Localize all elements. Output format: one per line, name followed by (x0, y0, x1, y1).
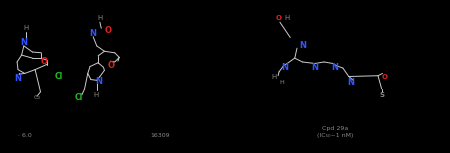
Text: H: H (93, 92, 99, 98)
Text: O: O (276, 15, 282, 21)
Text: H: H (284, 15, 290, 21)
Text: N: N (299, 41, 306, 50)
Text: H: H (272, 73, 277, 80)
Text: N: N (89, 29, 96, 38)
Text: O: O (108, 61, 115, 70)
Text: · 6.0: · 6.0 (18, 133, 32, 138)
Text: O: O (40, 57, 48, 66)
Text: O: O (382, 73, 388, 80)
Text: N: N (332, 63, 339, 72)
Text: C₃: C₃ (33, 95, 40, 100)
Text: S: S (380, 92, 385, 98)
Text: Cl: Cl (75, 93, 83, 102)
Text: N: N (281, 63, 288, 72)
Text: N: N (14, 74, 22, 82)
Text: Cpd 29a
(IC₅₀~1 nM): Cpd 29a (IC₅₀~1 nM) (317, 126, 353, 138)
Text: N: N (311, 63, 319, 72)
Text: H: H (97, 15, 103, 21)
Text: N: N (95, 77, 103, 86)
Text: N: N (20, 38, 27, 47)
Text: N: N (347, 78, 355, 87)
Text: 16309: 16309 (150, 133, 170, 138)
Text: O: O (104, 26, 112, 35)
Text: H: H (280, 80, 284, 85)
Text: Cl: Cl (54, 72, 63, 81)
Text: H: H (23, 24, 29, 31)
